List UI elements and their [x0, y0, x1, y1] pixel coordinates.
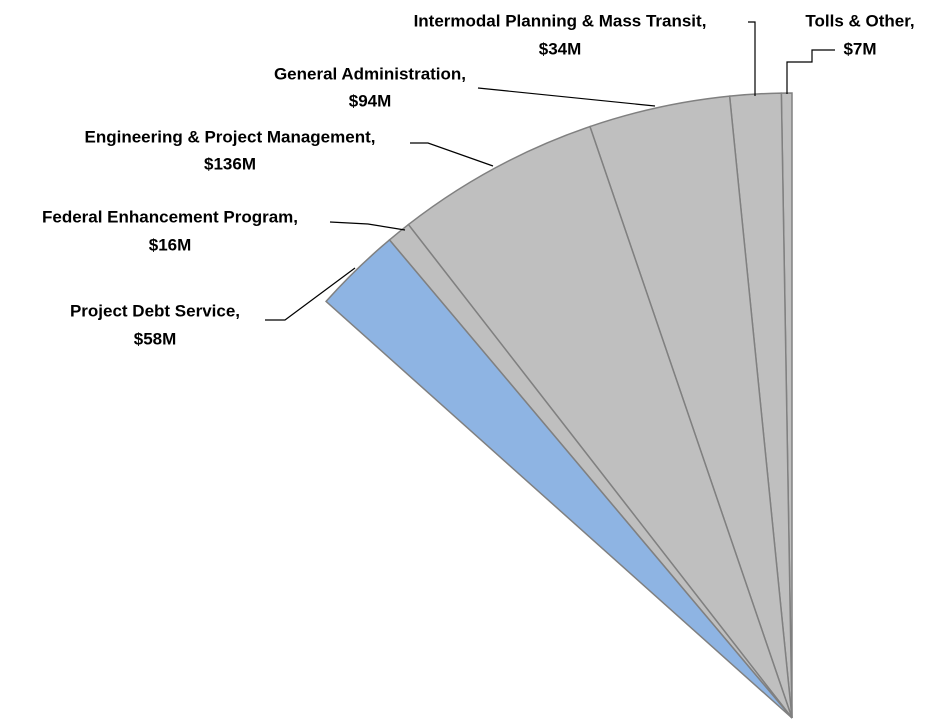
slice-label: Tolls & Other,: [805, 11, 914, 30]
slice-value-label: $136M: [204, 154, 256, 173]
pie-slice: [325, 238, 793, 719]
slice-value-label: $16M: [149, 235, 192, 254]
leader-line: [477, 87, 656, 107]
slice-label: Project Debt Service,: [70, 301, 240, 320]
leader-line: [786, 49, 835, 94]
slice-label: Engineering & Project Management,: [85, 127, 376, 146]
slice-label: Intermodal Planning & Mass Transit,: [414, 11, 707, 30]
slice-value-label: $34M: [539, 39, 582, 58]
pie-slice: [407, 125, 793, 719]
slice-value-label: $94M: [349, 91, 392, 110]
leader-line: [410, 142, 494, 167]
slice-label: Federal Enhancement Program,: [42, 207, 298, 226]
leader-line: [329, 221, 406, 231]
leader-line: [265, 267, 356, 321]
slice-label: General Administration,: [274, 64, 466, 83]
slice-value-label: $58M: [134, 329, 177, 348]
slice-value-label: $7M: [843, 39, 876, 58]
leader-line: [748, 21, 756, 96]
